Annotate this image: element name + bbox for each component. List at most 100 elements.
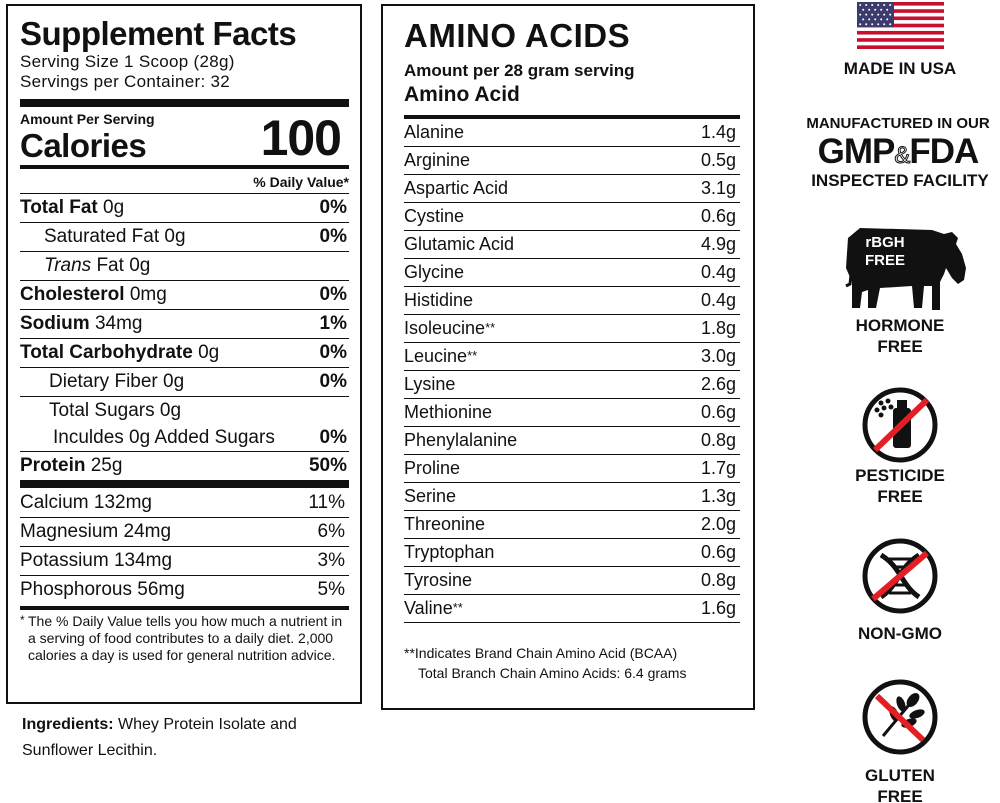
amino-acid-row: Aspartic Acid 3.1g: [404, 175, 740, 203]
amino-acid-row: Serine 1.3g: [404, 483, 740, 511]
amino-acid-name: Isoleucine: [404, 318, 486, 338]
amino-acid-row: Arginine 0.5g: [404, 147, 740, 175]
nutrient-dv: 0%: [319, 226, 347, 247]
amino-acid-row: Histidine 0.4g: [404, 287, 740, 315]
mineral-amount: 56mg: [137, 579, 185, 600]
nutrient-name: Protein: [20, 455, 86, 476]
mineral-amount: 134mg: [113, 550, 173, 571]
amino-acid-name: Tryptophan: [404, 542, 495, 562]
amino-acid-amount: 1.4g: [700, 122, 736, 142]
amino-acid-name: Threonine: [404, 514, 486, 534]
made-in-usa-label: MADE IN USA: [843, 59, 957, 78]
amino-acid-row: Alanine 1.4g: [404, 119, 740, 147]
hormone-free-word: FREE: [877, 337, 923, 356]
mineral-dv: 3%: [317, 550, 345, 571]
footnote-mark: *: [20, 613, 25, 627]
amount-per-serving-label: Amount Per Serving: [20, 111, 155, 127]
usa-flag-icon: [857, 2, 944, 49]
nutrient-row-cholesterol: Cholesterol 0mg 0%: [20, 280, 349, 309]
amino-acid-amount: 1.7g: [700, 458, 736, 478]
amino-acid-row: Glycine 0.4g: [404, 259, 740, 287]
amino-acid-amount: 0.8g: [700, 570, 736, 590]
amino-acid-amount: 0.4g: [700, 290, 736, 310]
rbgh-free-text: rBGH FREE: [840, 234, 930, 270]
gluten-free-word: FREE: [877, 787, 923, 803]
mineral-amount: 24mg: [123, 521, 172, 542]
nutrient-amount: 25g: [90, 455, 123, 476]
ingredients-text: Whey Protein Isolate and Sunflower Lecit…: [22, 716, 297, 759]
nutrient-dv: 0%: [319, 371, 347, 392]
rbgh-text: rBGH: [865, 234, 905, 251]
bcaa-mark: **: [467, 348, 478, 363]
nutrient-name: Total Sugars: [49, 400, 155, 421]
nutrient-name: Fat: [96, 255, 124, 276]
calories-value: 100: [260, 110, 342, 166]
amino-acid-row: Glutamic Acid 4.9g: [404, 231, 740, 259]
nutrient-name: Total Carbohydrate: [20, 342, 193, 363]
nutrient-name: Cholesterol: [20, 284, 125, 305]
amino-acids-subtitle: Amount per 28 gram serving: [404, 61, 635, 80]
mineral-name: Magnesium: [20, 521, 119, 542]
mineral-name: Potassium: [20, 550, 109, 571]
amino-acid-amount: 1.8g: [700, 318, 736, 338]
amino-acid-amount: 4.9g: [700, 234, 736, 254]
rbgh-free-word: FREE: [864, 252, 905, 269]
hormone-free-label: HORMONE FREE: [780, 315, 1000, 357]
gmp-fda-mark: GMP&FDA: [778, 132, 1000, 176]
amino-acid-name: Arginine: [404, 150, 471, 170]
nutrient-row-saturated-fat: Saturated Fat 0g 0%: [20, 222, 349, 251]
amino-acid-row: Tyrosine 0.8g: [404, 567, 740, 595]
nutrient-row-sodium: Sodium 34mg 1%: [20, 309, 349, 338]
amino-acid-amount: 0.8g: [700, 430, 736, 450]
ingredients: Ingredients: Whey Protein Isolate and Su…: [22, 712, 352, 764]
nutrient-row-total-carbohydrate: Total Carbohydrate 0g 0%: [20, 338, 349, 367]
amino-acid-amount: 3.0g: [700, 346, 736, 366]
nutrient-row-added-sugars: Inculdes 0g Added Sugars 0%: [20, 425, 349, 451]
amino-acid-name: Lysine: [404, 374, 456, 394]
nutrient-dv: 0%: [319, 197, 347, 218]
amino-acid-row: Proline 1.7g: [404, 455, 740, 483]
gluten-free-label: GLUTEN FREE: [780, 765, 1000, 803]
amino-acid-row: Lysine 2.6g: [404, 371, 740, 399]
bcaa-mark: **: [452, 600, 463, 615]
nutrient-dv: 1%: [319, 313, 347, 334]
amino-acid-amount: 0.6g: [700, 542, 736, 562]
nutrient-row-total-fat: Total Fat 0g 0%: [20, 193, 349, 222]
mineral-row-potassium: Potassium 134mg 3%: [20, 546, 349, 575]
amino-acid-name: Glycine: [404, 262, 465, 282]
amino-acid-amount: 2.0g: [700, 514, 736, 534]
nutrient-name: Dietary Fiber: [49, 371, 158, 392]
amino-acid-name: Alanine: [404, 122, 465, 142]
amino-acid-row: Methionine 0.6g: [404, 399, 740, 427]
amino-acid-row: Isoleucine** 1.8g: [404, 315, 740, 343]
nutrient-dv: 0%: [319, 427, 347, 448]
gmp-amp: &: [894, 142, 911, 170]
supplement-facts-panel: Supplement Facts Serving Size 1 Scoop (2…: [6, 4, 362, 704]
amino-acids-title: AMINO ACIDS: [404, 17, 631, 54]
bcaa-footnote-line2: Total Branch Chain Amino Acids: 6.4 gram…: [418, 665, 687, 681]
pesticide-spray-icon: [862, 387, 938, 463]
amino-acid-row: Threonine 2.0g: [404, 511, 740, 539]
nutrient-amount: 34mg: [94, 313, 143, 334]
amino-acid-row: Leucine** 3.0g: [404, 343, 740, 371]
mineral-amount: 132mg: [93, 491, 153, 513]
gmp-text: GMP: [817, 132, 896, 171]
amino-acid-row: Valine** 1.6g: [404, 595, 740, 623]
supplement-facts-title: Supplement Facts: [20, 15, 297, 52]
amino-acid-amount: 0.5g: [700, 150, 736, 170]
nutrient-row-trans-fat: Trans Fat 0g: [20, 251, 349, 280]
calories-block: Amount Per Serving Calories 100: [20, 107, 349, 166]
mineral-dv: 6%: [317, 521, 345, 542]
gmp-line1: MANUFACTURED IN OUR: [806, 115, 990, 132]
hormone-word: HORMONE: [855, 316, 945, 335]
bcaa-mark: **: [485, 320, 496, 335]
mineral-dv: 11%: [308, 491, 345, 513]
amino-acid-name: Methionine: [404, 402, 493, 422]
amino-acid-name: Proline: [404, 458, 461, 478]
daily-value-footnote: * The % Daily Value tells you how much a…: [20, 606, 349, 664]
amino-acid-row: Cystine 0.6g: [404, 203, 740, 231]
non-gmo-label: NON-GMO: [857, 624, 943, 643]
amino-acid-amount: 0.6g: [700, 402, 736, 422]
nutrient-amount: 0g: [129, 255, 151, 276]
gmp-line3: INSPECTED FACILITY: [811, 171, 989, 190]
